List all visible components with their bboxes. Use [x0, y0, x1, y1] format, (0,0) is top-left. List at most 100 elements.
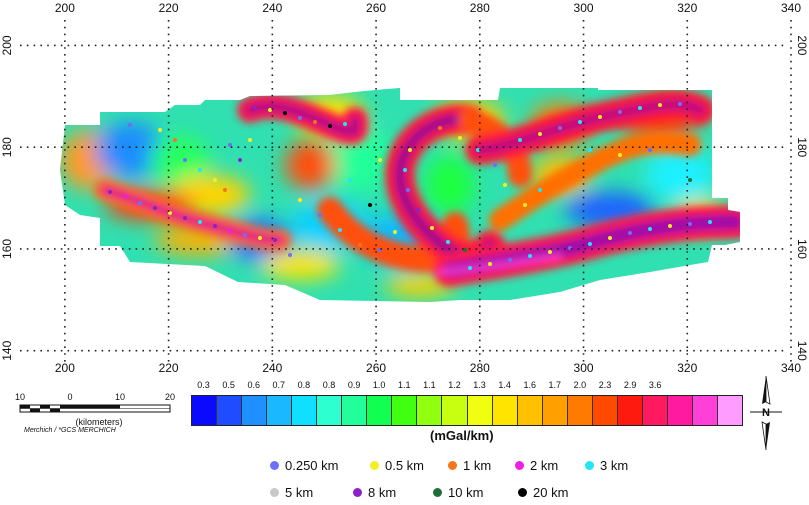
projection-label: Merchich / *GCS MERCHICH — [24, 427, 116, 434]
color-bar-swatch — [242, 396, 268, 425]
x-tick-label: 240 — [262, 361, 282, 375]
y-tick-label: 200 — [0, 35, 14, 55]
x-axis-bottom: 200 220 240 260 280 300 320 340 — [55, 361, 801, 375]
legend-label: 0.5 km — [385, 458, 425, 473]
north-label: N — [762, 407, 770, 419]
point-cluster-northwest — [128, 123, 252, 192]
point-trend-north — [253, 106, 347, 128]
legend-item: 1 km — [448, 458, 491, 473]
color-bar-label: 0.7 — [272, 380, 286, 390]
y-tick-label: 180 — [795, 137, 809, 157]
scale-bar: 10 0 10 20 (kilometers) Merchich / *GCS … — [14, 392, 184, 442]
point-trend-loop — [403, 126, 507, 252]
legend-label: 5 km — [285, 485, 314, 500]
color-bar-swatch — [667, 396, 693, 425]
legend-dot — [353, 488, 362, 497]
x-tick-label: 280 — [470, 361, 490, 375]
legend-dot — [585, 461, 594, 470]
color-bar-label: 1.7 — [548, 380, 562, 390]
color-bar-swatch — [517, 396, 543, 425]
x-tick-label: 200 — [55, 1, 75, 15]
color-bar-units: (mGal/km) — [430, 428, 494, 443]
legend-label: 2 km — [530, 458, 559, 473]
legend-label: 10 km — [448, 485, 484, 500]
legend-label: 1 km — [463, 458, 492, 473]
y-tick-label: 180 — [0, 137, 14, 157]
north-arrow-icon: N — [750, 375, 782, 451]
legend-item: 8 km — [353, 485, 396, 500]
y-tick-label: 140 — [0, 340, 14, 360]
y-axis-right: 200 180 160 140 — [795, 35, 809, 361]
color-bar-label: 0.8 — [322, 380, 336, 390]
color-bar-swatch — [592, 396, 618, 425]
gravity-gradient-field — [60, 88, 740, 302]
color-bar-swatch — [692, 396, 718, 425]
color-bar-label: 0.9 — [347, 380, 361, 390]
color-bar-swatches — [191, 395, 743, 426]
legend-dot — [515, 461, 524, 470]
x-tick-label: 280 — [470, 1, 490, 15]
legend-dot — [433, 488, 442, 497]
y-axis-left: 200 180 160 140 — [0, 35, 14, 361]
x-tick-label: 200 — [55, 361, 75, 375]
color-bar-swatch — [267, 396, 293, 425]
legend-dot — [270, 461, 279, 470]
color-bar-swatch — [192, 396, 218, 425]
color-bar-label: 0.3 — [197, 380, 210, 390]
legend-dot — [270, 488, 279, 497]
color-bar-swatch — [217, 396, 243, 425]
legend-item: 5 km — [270, 485, 313, 500]
scale-tick-label: 10 — [14, 392, 26, 402]
x-tick-label: 340 — [781, 1, 801, 15]
x-tick-label: 260 — [366, 361, 386, 375]
color-bar-label: 0.8 — [297, 380, 311, 390]
point-trend-south — [468, 220, 712, 270]
color-bar-swatch — [292, 396, 318, 425]
color-bar-label: 2.0 — [573, 380, 587, 390]
color-bar-label: 0.6 — [247, 380, 260, 390]
x-tick-label: 300 — [574, 361, 594, 375]
scale-bar-graphic — [19, 404, 171, 413]
y-tick-label: 160 — [795, 239, 809, 259]
color-bar-label: 2.3 — [598, 380, 612, 390]
color-bar-swatch — [467, 396, 493, 425]
scale-bar-units: (kilometers) — [75, 417, 123, 427]
x-tick-label: 240 — [262, 1, 282, 15]
point-cluster-center — [288, 158, 397, 257]
color-bar-swatch — [442, 396, 468, 425]
color-bar-label: 1.1 — [423, 380, 436, 390]
color-bar-swatch — [567, 396, 593, 425]
x-tick-label: 340 — [781, 361, 801, 375]
y-tick-label: 140 — [795, 341, 809, 361]
color-bar-swatch — [717, 396, 743, 425]
x-tick-label: 260 — [366, 1, 386, 15]
color-bar-label: 2.9 — [623, 380, 637, 390]
x-tick-label: 220 — [159, 361, 179, 375]
color-bar-swatch — [342, 396, 368, 425]
color-bar-swatch — [367, 396, 393, 425]
color-bar-swatch — [542, 396, 568, 425]
scale-tick-label: 0 — [67, 392, 73, 402]
legend-label: 0.250 km — [285, 458, 339, 473]
depth-legend: 0.250 km 0.5 km 1 km 2 km 3 km 5 km 8 km… — [260, 455, 640, 503]
color-bar-swatch — [392, 396, 418, 425]
gradient-map: 200 220 240 260 280 300 320 340 200 220 240 260 280… — [0, 1, 809, 375]
color-bar-label: 1.4 — [498, 380, 511, 390]
color-bar-label: 1.1 — [398, 380, 411, 390]
legend-dot — [448, 461, 457, 470]
color-bar-label: 1.6 — [523, 380, 536, 390]
y-tick-label: 160 — [0, 239, 14, 259]
color-bar-swatch — [417, 396, 443, 425]
legend-dot — [370, 461, 379, 470]
north-arrow: N — [748, 374, 784, 452]
scale-tick-label: 20 — [164, 392, 176, 402]
color-bar-label: 1.3 — [473, 380, 486, 390]
legend-item: 0.250 km — [270, 458, 338, 473]
x-tick-label: 300 — [574, 1, 594, 15]
color-bar-label: 3.6 — [648, 380, 662, 390]
x-axis-top: 200 220 240 260 280 300 320 340 — [55, 1, 801, 15]
legend-item: 20 km — [518, 485, 568, 500]
color-bar-swatch — [492, 396, 518, 425]
x-tick-label: 220 — [159, 1, 179, 15]
color-bar-swatch — [642, 396, 668, 425]
